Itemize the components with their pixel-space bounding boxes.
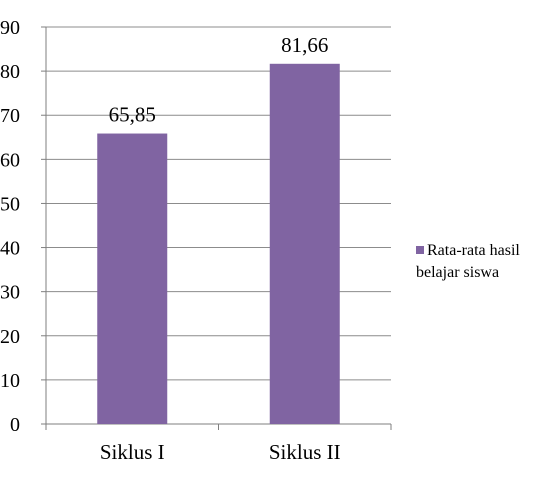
data-label: 81,66 [281, 33, 328, 57]
y-tick-label: 60 [0, 149, 20, 171]
y-tick-label: 70 [0, 105, 20, 127]
y-tick-label: 50 [0, 193, 20, 215]
y-tick-label: 0 [10, 414, 20, 436]
bar [269, 63, 340, 424]
x-category-label: Siklus II [269, 440, 341, 464]
y-tick-label: 20 [0, 326, 20, 348]
y-tick-label: 80 [0, 61, 20, 83]
legend-label: Rata-rata hasil belajar siswa [416, 242, 520, 281]
data-label: 65,85 [109, 103, 156, 127]
legend: Rata-rata hasil belajar siswa [416, 240, 556, 284]
y-tick-label: 10 [0, 370, 20, 392]
x-category-label: Siklus I [100, 440, 165, 464]
y-tick-label: 30 [0, 282, 20, 304]
bar [97, 133, 168, 425]
y-tick-label: 90 [0, 17, 20, 39]
y-tick-label: 40 [0, 238, 20, 260]
legend-swatch [416, 246, 424, 254]
